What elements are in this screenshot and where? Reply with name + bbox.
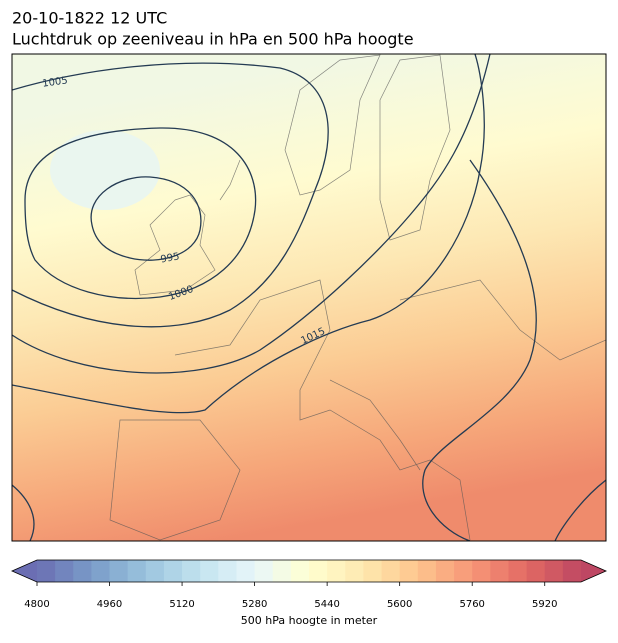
colorbar-segment — [254, 560, 274, 582]
isobar — [12, 62, 329, 328]
colorbar-segment — [218, 560, 237, 582]
colorbar-tick-label: 4800 — [24, 599, 49, 610]
map-frame — [11, 53, 607, 542]
coastlines — [109, 54, 606, 541]
title: 20-10-1822 12 UTC — [12, 9, 167, 28]
colorbar-segment — [327, 560, 346, 582]
colorbar-segment — [109, 560, 129, 582]
colorbar-segment — [182, 560, 201, 582]
colorbar-segment — [435, 560, 455, 582]
colorbar-segment — [73, 560, 92, 582]
colorbar-segment — [345, 560, 364, 582]
colorbar-segment — [544, 560, 564, 582]
colorbar-tick-label: 5280 — [242, 599, 267, 610]
colorbar-segment — [145, 560, 165, 582]
map: 1005 995 1000 1015 — [12, 54, 606, 541]
colorbar-segment — [290, 560, 310, 582]
isobar — [554, 479, 606, 541]
low-height-area — [50, 130, 160, 210]
colorbar-segment — [417, 560, 437, 582]
colorbar-segment — [272, 560, 292, 582]
colorbar-segment — [55, 560, 74, 582]
colorbar-segment — [508, 560, 527, 582]
isobar-lines — [12, 54, 606, 541]
colorbar-segment — [490, 560, 509, 582]
colorbar-segment — [562, 560, 582, 582]
colorbar-tick-label: 5440 — [314, 599, 339, 610]
subtitle: Luchtdruk op zeeniveau in hPa en 500 hPa… — [12, 30, 414, 49]
colorbar-tick-label: 5760 — [459, 599, 484, 610]
height-field — [12, 54, 606, 541]
isobar — [12, 54, 491, 374]
colorbar-extend-high — [581, 560, 606, 582]
colorbar-segment — [454, 560, 473, 582]
isobar-label: 1005 — [42, 75, 69, 89]
colorbar: 4800 4960 5120 5280 5440 5600 5760 5920 — [11, 559, 607, 610]
isobar — [24, 127, 257, 300]
colorbar-segment — [526, 560, 546, 582]
colorbar-tick-label: 4960 — [97, 599, 122, 610]
colorbar-segment — [381, 560, 401, 582]
colorbar-segment — [236, 560, 255, 582]
colorbar-tick-label: 5600 — [387, 599, 412, 610]
colorbar-segment — [399, 560, 419, 582]
colorbar-segment — [163, 560, 183, 582]
colorbar-label: 500 hPa hoogte in meter — [241, 614, 378, 627]
colorbar-segment — [472, 560, 491, 582]
colorbar-segment — [363, 560, 382, 582]
isobar — [12, 484, 35, 541]
colorbar-tick-label: 5120 — [169, 599, 194, 610]
isobar — [12, 54, 485, 414]
colorbar-extend-low — [12, 560, 37, 582]
colorbar-tick-label: 5920 — [532, 599, 557, 610]
colorbar-segment — [127, 560, 147, 582]
colorbar-segment — [37, 560, 56, 582]
colorbar-segment — [91, 560, 110, 582]
colorbar-segment — [200, 560, 219, 582]
colorbar-segment — [309, 560, 328, 582]
isobar — [422, 159, 537, 541]
isobar — [90, 176, 202, 261]
isobar-label: 995 — [160, 251, 181, 265]
